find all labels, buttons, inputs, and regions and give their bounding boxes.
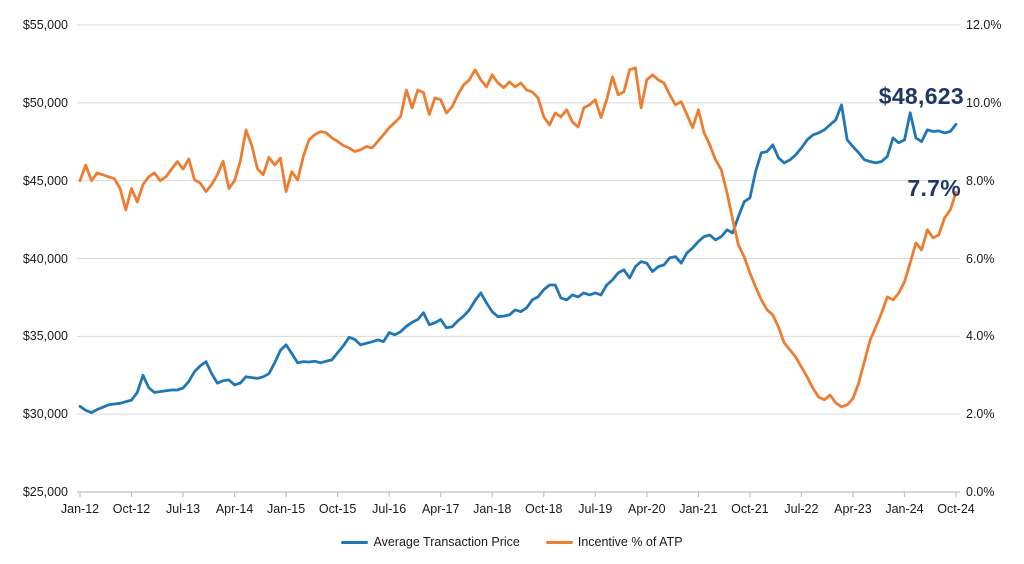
x-axis-label: Apr-23 xyxy=(834,502,872,516)
x-axis-label: Oct-15 xyxy=(318,502,357,516)
y-axis-left-label: $50,000 xyxy=(22,95,68,110)
y-axis-right-label: 6.0% xyxy=(966,251,995,266)
atp-value-callout: $48,623 xyxy=(878,83,964,109)
atp-line-swatch xyxy=(341,540,369,544)
y-axis-left-label: $25,000 xyxy=(22,485,68,499)
incentive-line-series xyxy=(78,66,958,409)
y-axis-left-label: $45,000 xyxy=(22,173,68,188)
x-axis-label: Jan-15 xyxy=(266,502,306,516)
x-axis-label: Jul-19 xyxy=(578,502,613,516)
x-axis-label: Apr-14 xyxy=(215,502,254,516)
legend-label-incentive: Incentive % of ATP xyxy=(577,535,683,549)
y-axis-left-label: $30,000 xyxy=(22,407,68,422)
x-axis-ticks xyxy=(79,492,957,497)
y-axis-right-label: 4.0% xyxy=(966,329,995,344)
x-axis-label: Oct-12 xyxy=(112,502,151,516)
x-axis-label: Jan-12 xyxy=(60,502,100,516)
x-axis-label: Jan-18 xyxy=(473,502,512,516)
x-axis-label: Apr-20 xyxy=(628,502,666,516)
y-axis-right-label: 2.0% xyxy=(966,407,995,422)
x-axis-label: Jan-24 xyxy=(885,502,924,516)
legend-item-incentive: Incentive % of ATP xyxy=(545,535,683,549)
x-axis-label: Oct-21 xyxy=(731,502,769,516)
x-axis-label: Jul-16 xyxy=(372,502,407,516)
y-axis-right-label: 12.0% xyxy=(966,18,1002,32)
x-axis-label: Oct-24 xyxy=(937,502,975,516)
x-axis-label: Jul-13 xyxy=(166,502,201,516)
y-axis-left-label: $55,000 xyxy=(22,18,68,32)
y-axis-right-label: 0.0% xyxy=(966,485,995,499)
gridlines xyxy=(77,24,960,415)
y-axis-right-label: 10.0% xyxy=(966,95,1002,110)
y-axis-right-label: 8.0% xyxy=(966,173,995,188)
x-axis-label: Apr-17 xyxy=(421,502,460,516)
legend: Average Transaction Price Incentive % of… xyxy=(0,531,1024,553)
atp-line-series xyxy=(78,103,958,415)
x-axis-label: Jan-21 xyxy=(679,502,718,516)
incentive-line-swatch xyxy=(545,540,573,544)
x-axis-label: Jul-22 xyxy=(784,502,819,516)
y-axis-left-label: $35,000 xyxy=(22,329,68,344)
y-axis-left-label: $40,000 xyxy=(22,251,68,266)
incentive-value-callout: 7.7% xyxy=(907,175,961,201)
x-axis-label: Oct-18 xyxy=(524,502,563,516)
legend-item-atp: Average Transaction Price xyxy=(341,535,520,549)
legend-label-atp: Average Transaction Price xyxy=(373,535,520,549)
